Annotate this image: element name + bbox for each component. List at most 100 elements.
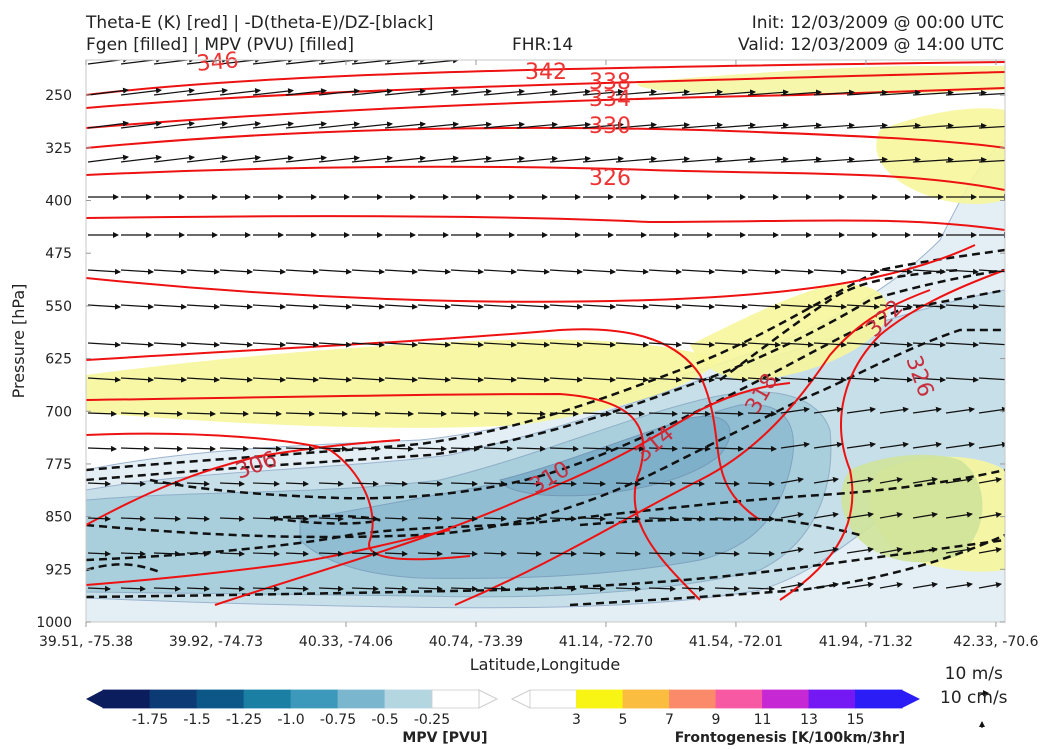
wind-vector xyxy=(945,581,973,589)
theta-e-contour-label: 326 xyxy=(589,166,631,191)
wind-vector xyxy=(87,480,111,487)
wind-vector xyxy=(450,585,478,592)
wind-vector xyxy=(912,268,946,275)
fgen-colorbar-swatch xyxy=(529,689,577,709)
wind-vector xyxy=(549,341,583,348)
wind-vector xyxy=(450,88,492,96)
mpv-colorbar-label: -0.25 xyxy=(414,712,450,728)
dthetae-dz-contour-line xyxy=(86,538,1005,599)
wind-vector xyxy=(450,341,484,348)
wind-vector xyxy=(219,550,245,557)
wind-vector xyxy=(351,121,393,129)
wind-vector xyxy=(153,515,181,522)
wind-vector xyxy=(978,546,1002,554)
wind-vector xyxy=(615,445,645,452)
wind-vector xyxy=(153,550,181,557)
y-tick-label: 250 xyxy=(45,88,72,104)
wind-vector xyxy=(87,585,111,592)
x-axis: 39.51, -75.38 39.92, -74.73 40.33, -74.06 4… xyxy=(39,60,1039,650)
plot-area xyxy=(86,60,1005,622)
wind-vector xyxy=(87,120,129,129)
wind-vector xyxy=(681,89,723,96)
valid-time: Valid: 12/03/2009 @ 14:00 UTC xyxy=(738,35,1004,55)
wind-vector xyxy=(219,376,253,383)
wind-vector xyxy=(879,546,903,554)
wind-vector xyxy=(747,445,777,452)
wind-vector xyxy=(846,89,888,96)
wind-vector xyxy=(252,121,294,129)
wind-vector xyxy=(318,480,344,487)
wind-vector xyxy=(417,268,451,275)
init-time: Init: 12/03/2009 @ 00:00 UTC xyxy=(751,13,1004,33)
wind-vector xyxy=(450,121,492,129)
wind-vector xyxy=(516,88,558,96)
wind-vector xyxy=(252,268,286,275)
wind-vector xyxy=(483,585,507,592)
wind-vector xyxy=(351,341,385,348)
wind-vector xyxy=(813,268,847,275)
wind-vector xyxy=(879,268,913,275)
wind-vector xyxy=(219,341,253,348)
y-tick-label: 1000 xyxy=(36,615,72,631)
wind-vector xyxy=(912,546,938,554)
wind-vector xyxy=(747,376,781,383)
wind-vector xyxy=(978,511,1002,519)
wind-vector xyxy=(879,89,921,96)
wind-vector xyxy=(681,268,715,275)
wind-vector xyxy=(549,88,591,96)
y-tick-label: 925 xyxy=(45,562,72,578)
wind-vector xyxy=(318,303,352,310)
theta-e-contour-label: 334 xyxy=(589,87,631,112)
theta-e-contour-line xyxy=(86,529,451,586)
wind-vector xyxy=(186,585,210,592)
wind-vector xyxy=(912,441,942,449)
wind-vector xyxy=(945,89,987,96)
wind-vector xyxy=(549,410,579,417)
wind-vector xyxy=(780,341,814,348)
mpv-colorbar-swatch xyxy=(243,689,292,709)
fgen-colorbar-swatch xyxy=(669,689,717,709)
wind-vector xyxy=(417,303,451,310)
theta-e-contour-label: 346 xyxy=(196,48,240,77)
wind-vector xyxy=(87,303,121,310)
chart-title-line2: Fgen [filled] | MPV (PVU) [filled] xyxy=(86,35,355,55)
wind-vector xyxy=(252,585,280,592)
wind-vector xyxy=(450,268,484,275)
wind-vector xyxy=(120,445,150,452)
wind-vector xyxy=(318,376,352,383)
wind-vector xyxy=(219,120,261,129)
wind-vector xyxy=(780,581,804,589)
x-tick-label: 41.54, -72.01 xyxy=(689,634,783,650)
wind-vector xyxy=(318,550,344,557)
wind-vector xyxy=(417,121,459,129)
wind-vector xyxy=(186,87,228,96)
wind-vector xyxy=(318,445,348,452)
wind-vector xyxy=(120,480,146,487)
fgen-colorbar-label: 13 xyxy=(800,712,818,728)
wind-vector xyxy=(87,515,111,522)
wind-vector xyxy=(483,341,517,348)
wind-vector xyxy=(879,376,913,383)
wind-vector xyxy=(285,155,327,163)
wind-vector xyxy=(945,341,979,348)
wind-vector xyxy=(747,268,781,275)
wind-vector xyxy=(813,441,843,449)
wind-vector xyxy=(879,156,921,163)
wind-vector xyxy=(912,303,946,310)
x-tick-label: 39.51, -75.38 xyxy=(39,634,133,650)
wind-vector xyxy=(516,445,546,452)
wind-vector xyxy=(846,546,874,554)
wind-vector xyxy=(285,303,319,310)
wind-vector xyxy=(384,303,418,310)
wind-vector xyxy=(582,268,616,275)
wind-vector xyxy=(978,377,1005,381)
wind-vector xyxy=(285,88,327,96)
wind-vector xyxy=(384,410,414,417)
wind-vector xyxy=(450,376,484,383)
wind-vector xyxy=(846,441,876,449)
wind-vector xyxy=(417,410,447,417)
wind-vector xyxy=(516,480,542,487)
wind-vector xyxy=(516,550,542,557)
wind-vector xyxy=(516,515,542,522)
dthetae-dz-contour-line xyxy=(86,468,1005,562)
